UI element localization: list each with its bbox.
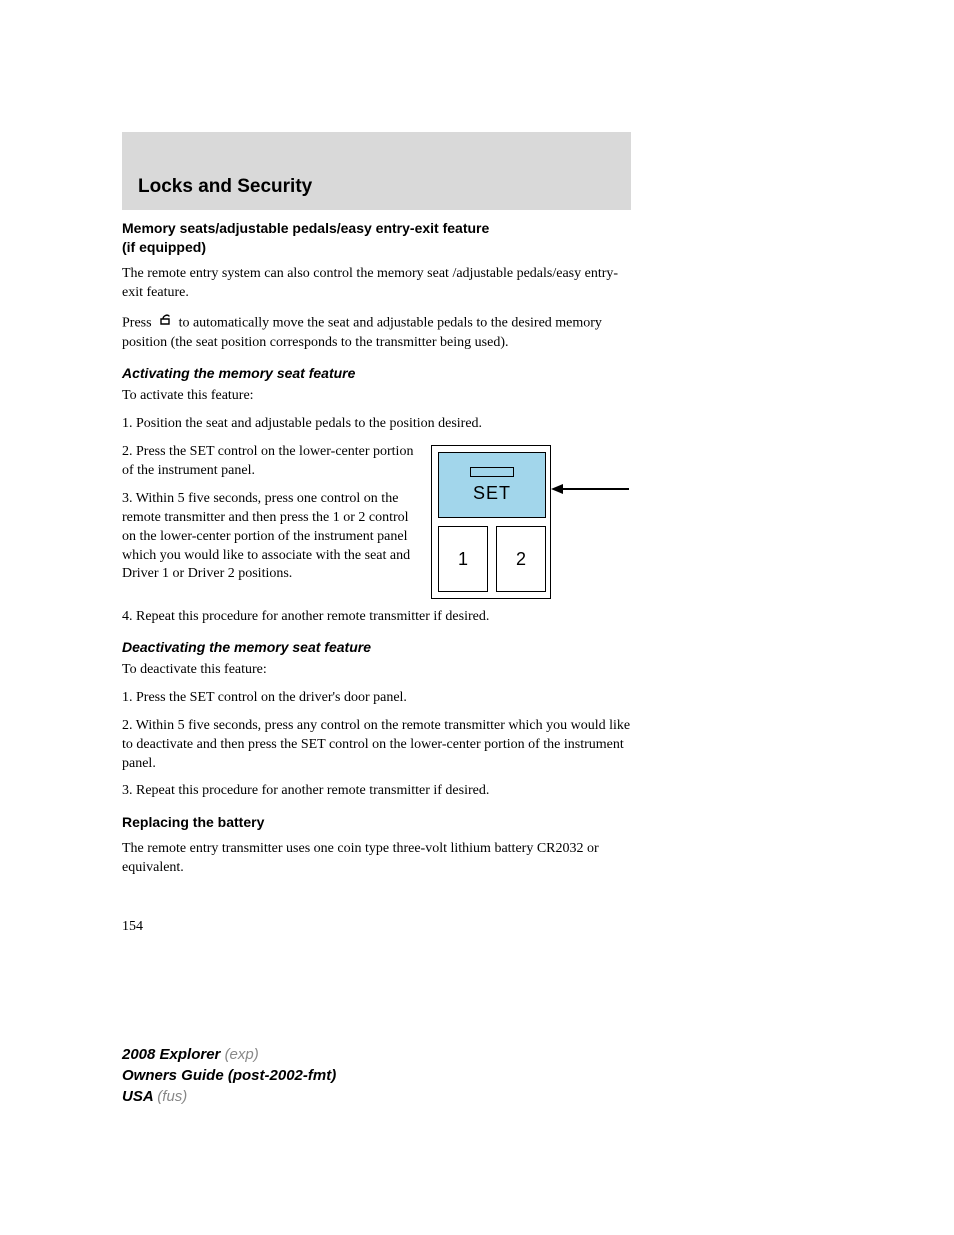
set-panel-diagram: SET 1 2 [431,445,631,599]
header-bar: Locks and Security [122,132,631,210]
para-battery: The remote entry transmitter uses one co… [122,840,631,878]
press-text-before: Press [122,315,155,330]
activating-step2: 2. Press the SET control on the lower-ce… [122,443,415,481]
button-2-label: 2 [516,549,526,570]
arrow-icon [551,483,629,495]
activating-intro: To activate this feature: [122,387,631,406]
footer-exp: (exp) [225,1046,259,1063]
button-1-box: 1 [438,526,488,592]
heading-line-1: Memory seats/adjustable pedals/easy entr… [122,220,489,236]
set-label: SET [473,483,511,504]
activating-step1: 1. Position the seat and adjustable peda… [122,415,631,434]
diagram-column: SET 1 2 [431,443,631,599]
section-title: Locks and Security [138,176,312,198]
deactivating-step2: 2. Within 5 five seconds, press any cont… [122,717,631,774]
activating-step3: 3. Within 5 five seconds, press one cont… [122,490,415,584]
heading-deactivating: Deactivating the memory seat feature [122,639,631,655]
page-content: Memory seats/adjustable pedals/easy entr… [122,219,631,887]
footer-block: 2008 Explorer (exp) Owners Guide (post-2… [122,1044,336,1107]
page-number: 154 [122,919,143,935]
deactivating-step3: 3. Repeat this procedure for another rem… [122,782,631,801]
button-2-box: 2 [496,526,546,592]
press-text-after: to automatically move the seat and adjus… [122,315,602,350]
set-indicator-bar [470,467,514,477]
panel-outline: SET 1 2 [431,445,551,599]
footer-line-3: USA (fus) [122,1086,336,1107]
set-button-box: SET [438,452,546,518]
footer-model: 2008 Explorer [122,1046,225,1063]
para-press-instruction: Press to automatically move the seat and… [122,312,631,354]
unlock-icon [157,312,173,335]
button-1-label: 1 [458,549,468,570]
heading-activating: Activating the memory seat feature [122,365,631,381]
heading-memory-seats: Memory seats/adjustable pedals/easy entr… [122,219,631,257]
steps-left-column: 2. Press the SET control on the lower-ce… [122,443,415,599]
deactivating-intro: To deactivate this feature: [122,661,631,680]
heading-replacing-battery: Replacing the battery [122,813,631,832]
footer-line-2: Owners Guide (post-2002-fmt) [122,1065,336,1086]
footer-fus: (fus) [157,1088,187,1105]
heading-line-2: (if equipped) [122,239,206,255]
activating-step4: 4. Repeat this procedure for another rem… [122,608,631,627]
footer-line-1: 2008 Explorer (exp) [122,1044,336,1065]
footer-usa: USA [122,1088,157,1105]
step-with-diagram: 2. Press the SET control on the lower-ce… [122,443,631,599]
para-remote-entry: The remote entry system can also control… [122,265,631,303]
deactivating-step1: 1. Press the SET control on the driver's… [122,689,631,708]
